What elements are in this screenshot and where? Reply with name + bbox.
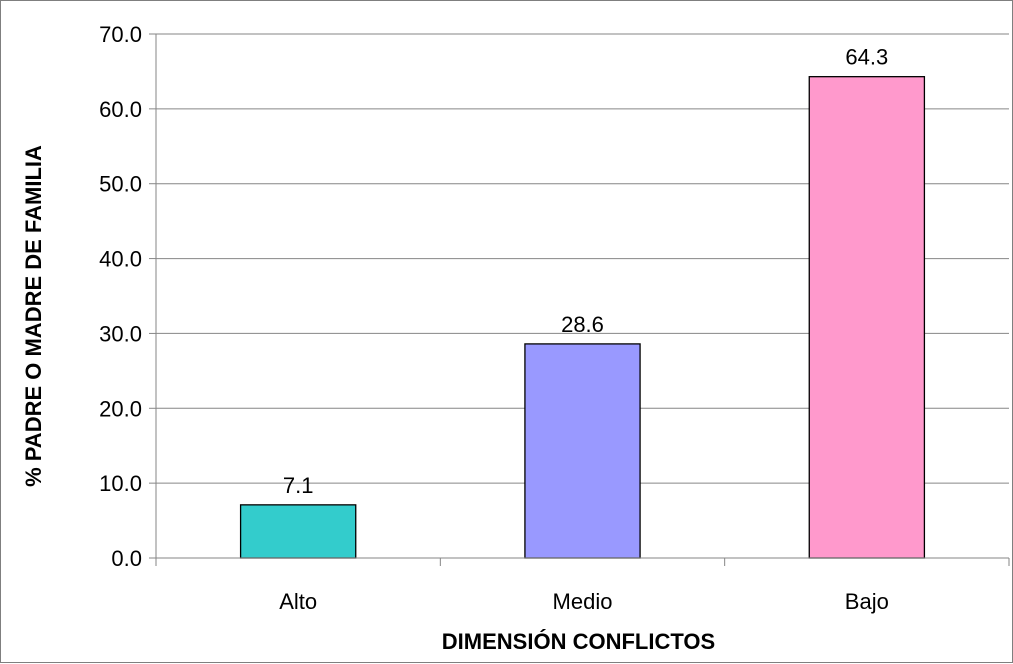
- x-category-label: Bajo: [845, 589, 889, 614]
- y-axis-ticks: 0.0 10.0 20.0 30.0 40.0 50.0 60.0 70.0: [99, 22, 156, 571]
- y-axis-title: % PADRE O MADRE DE FAMILIA: [21, 145, 46, 487]
- bar-bajo: [808, 76, 926, 559]
- y-tick-label: 0.0: [111, 546, 142, 571]
- data-labels: 7.1 28.6 64.3: [283, 45, 888, 498]
- axes: [155, 34, 1009, 559]
- data-label-alto: 7.1: [283, 473, 314, 498]
- y-tick-label: 50.0: [99, 172, 142, 197]
- y-tick-label: 70.0: [99, 22, 142, 47]
- y-tick-label: 20.0: [99, 396, 142, 421]
- gridlines: [156, 33, 1009, 484]
- y-tick-label: 40.0: [99, 247, 142, 272]
- bar-alto: [239, 504, 357, 559]
- x-axis-title: DIMENSIÓN CONFLICTOS: [442, 629, 715, 654]
- x-axis-ticks: Alto Medio Bajo: [155, 558, 1010, 614]
- data-label-bajo: 64.3: [845, 45, 888, 70]
- bar-medio: [524, 343, 641, 559]
- bars: [239, 76, 926, 559]
- x-category-label: Medio: [553, 589, 613, 614]
- y-tick-label: 10.0: [99, 471, 142, 496]
- y-tick-label: 30.0: [99, 321, 142, 346]
- data-label-medio: 28.6: [561, 312, 604, 337]
- y-tick-label: 60.0: [99, 97, 142, 122]
- x-category-label: Alto: [279, 589, 317, 614]
